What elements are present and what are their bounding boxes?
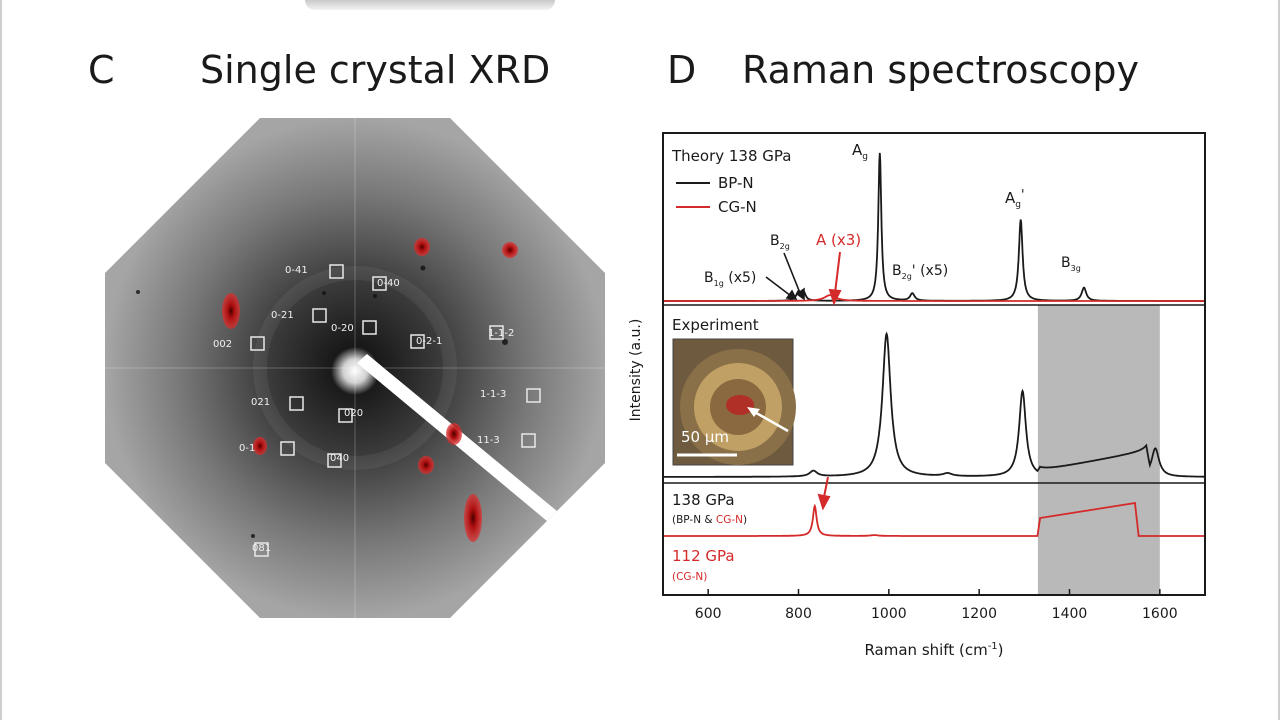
spot-marker-box xyxy=(329,264,344,279)
reflection-spot xyxy=(414,238,430,256)
reflection-spot xyxy=(446,423,462,445)
panel-d-title: Raman spectroscopy xyxy=(742,48,1139,92)
reflection-spot xyxy=(253,437,267,455)
spot-label: 1-1-3 xyxy=(480,389,506,400)
plot-frame xyxy=(662,132,1206,596)
spot-label: 0-21 xyxy=(271,310,294,321)
spot-label: 11-3 xyxy=(477,435,500,446)
spot-marker-box xyxy=(410,334,425,349)
right-frame-edge xyxy=(1278,0,1280,720)
raman-chart: Theory 138 GPa BP-N CG-N Ag Ag' B2g B1g … xyxy=(628,132,1206,659)
reflection-spot xyxy=(464,494,482,542)
spot-label: 081 xyxy=(252,543,271,554)
x-tick-label: 1000 xyxy=(871,606,907,622)
peak-label-b2g-prime: B2g' (x5) xyxy=(892,263,948,281)
experiment-138-label: 138 GPa xyxy=(672,491,735,509)
micrograph-inset: 50 μm xyxy=(672,338,796,466)
peak-label-ag-prime: Ag' xyxy=(1005,188,1025,210)
panel-d-letter: D xyxy=(667,48,697,92)
legend-cg-label: CG-N xyxy=(718,198,757,216)
spot-marker-box xyxy=(289,396,304,411)
direct-beam-spot xyxy=(331,347,379,395)
x-tick-label: 600 xyxy=(695,606,722,622)
peak-label-a-red: A (x3) xyxy=(816,231,861,249)
spot-label: 021 xyxy=(251,397,270,408)
spot-marker-box xyxy=(372,276,387,291)
spot-label: 0-40 xyxy=(377,278,400,289)
spot-labels: 0-41 0-40 0-21 0-20 0-2-1 1-1-2 002 021 020 1-1-3… xyxy=(213,264,541,557)
theory-header: Theory 138 GPa xyxy=(671,147,791,165)
beamstop-shadow xyxy=(357,354,575,536)
spot-marker-box xyxy=(280,441,295,456)
top-bar-fragment xyxy=(305,0,555,10)
x-tick-label: 800 xyxy=(785,606,812,622)
legend-bp-label: BP-N xyxy=(718,174,754,192)
spot-marker-box xyxy=(254,542,269,557)
peak-label-b2g: B2g xyxy=(770,233,790,251)
x-axis-label: Raman shift (cm-1) xyxy=(864,641,1003,659)
spot-label: 0-2-1 xyxy=(416,336,442,347)
experiment-138-note: (BP-N & CG-N) xyxy=(672,514,747,526)
peak-label-b1g: B1g (x5) xyxy=(704,270,756,288)
spot-marker-box xyxy=(338,408,353,423)
red-arrows xyxy=(817,251,842,511)
peak-label-ag: Ag xyxy=(852,141,868,162)
xrd-diffraction-image: 0-41 0-40 0-21 0-20 0-2-1 1-1-2 002 021 020 1-1-3… xyxy=(105,118,605,618)
x-tick-label: 1600 xyxy=(1142,606,1178,622)
spot-label: 0-1 xyxy=(239,443,255,454)
peak-label-b3g: B3g xyxy=(1061,255,1081,273)
left-frame-edge xyxy=(0,0,2,720)
spot-label: 0-20 xyxy=(331,323,354,334)
x-tick-label: 1400 xyxy=(1052,606,1088,622)
panel-c-letter: C xyxy=(88,48,115,92)
reflection-spot xyxy=(418,456,434,474)
spot-marker-box xyxy=(327,453,342,468)
spot-marker-box xyxy=(489,325,504,340)
reflection-spot xyxy=(222,293,240,329)
spot-label: 002 xyxy=(213,339,232,350)
experiment-112-label: 112 GPa xyxy=(672,547,735,565)
theory-arrows xyxy=(765,252,805,301)
inset-arrow xyxy=(750,408,789,433)
spot-marker-box xyxy=(362,320,377,335)
experiment-112-note: (CG-N) xyxy=(672,571,707,583)
scale-bar-label: 50 μm xyxy=(681,428,729,446)
x-tick-label: 1200 xyxy=(961,606,997,622)
spot-label: 0-41 xyxy=(285,265,308,276)
spot-marker-box xyxy=(250,336,265,351)
x-axis-ticks: 600 800 1000 1200 1400 1600 xyxy=(695,589,1178,622)
red-reflections xyxy=(222,238,518,542)
spot-label: 1-1-2 xyxy=(488,328,514,339)
experiment-label: Experiment xyxy=(672,316,759,334)
reflection-spot xyxy=(502,242,518,258)
experiment-138-line xyxy=(663,331,1205,478)
theory-cg-n-line xyxy=(663,294,1205,302)
spot-marker-box xyxy=(312,308,327,323)
panel-c-title: Single crystal XRD xyxy=(200,48,551,92)
experiment-112-line xyxy=(663,501,1205,537)
spot-marker-box xyxy=(526,388,541,403)
minor-reflections xyxy=(136,265,508,538)
spot-label: 020 xyxy=(344,408,363,419)
spot-marker-box xyxy=(521,433,536,448)
spot-label: 040 xyxy=(330,453,349,464)
y-axis-label: Intensity (a.u.) xyxy=(628,319,644,422)
